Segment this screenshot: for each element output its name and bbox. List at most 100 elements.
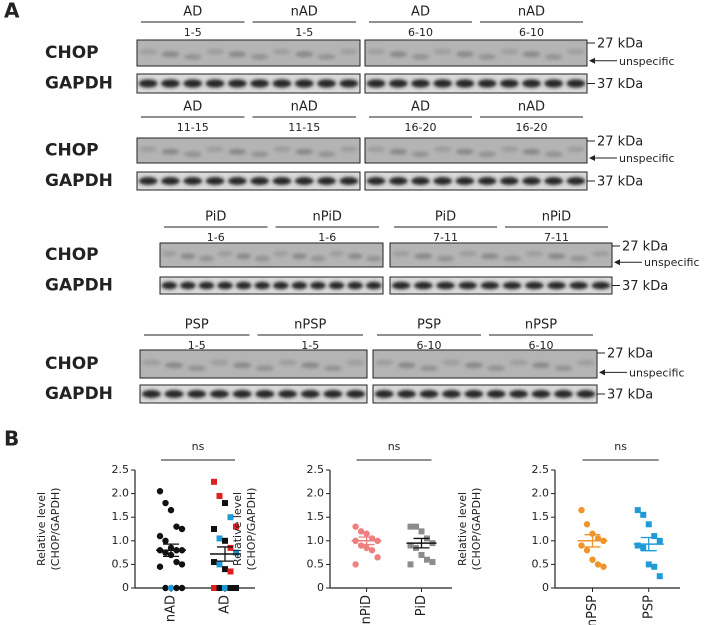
band xyxy=(180,281,196,290)
y-tick-label: 1.5 xyxy=(307,510,325,523)
band xyxy=(198,281,215,290)
band xyxy=(294,79,314,88)
band xyxy=(522,177,541,185)
group-label: AD xyxy=(411,5,430,20)
band xyxy=(500,146,519,153)
band xyxy=(228,148,247,155)
y-tick-label: 1.5 xyxy=(112,510,130,523)
data-point xyxy=(222,500,228,507)
marker-label: 27 kDa xyxy=(607,347,653,362)
band xyxy=(478,151,496,158)
band xyxy=(487,365,506,372)
band xyxy=(499,177,519,185)
band xyxy=(455,177,475,185)
data-point xyxy=(418,528,425,535)
band xyxy=(278,390,298,398)
band xyxy=(187,365,206,372)
band xyxy=(250,53,269,60)
band xyxy=(278,359,297,366)
band xyxy=(180,253,196,260)
x-tick-label: PiD xyxy=(414,595,429,616)
range-label: 11-15 xyxy=(288,121,320,134)
data-point xyxy=(357,542,365,549)
band xyxy=(481,253,499,260)
band xyxy=(217,250,233,257)
data-point xyxy=(211,559,217,566)
band xyxy=(367,48,385,55)
band xyxy=(576,359,595,366)
data-point xyxy=(173,558,180,566)
range-label: 7-11 xyxy=(433,231,458,244)
band xyxy=(524,281,544,290)
band xyxy=(210,359,229,366)
data-point xyxy=(233,523,239,530)
arrow-head xyxy=(589,155,595,161)
band xyxy=(509,359,528,366)
row-label: GAPDH xyxy=(45,384,113,404)
band xyxy=(273,48,291,55)
y-tick-label: 1.0 xyxy=(532,534,550,547)
data-point xyxy=(167,584,175,592)
y-axis-label: (CHOP/GAPDH) xyxy=(49,488,62,571)
range-label: 16-20 xyxy=(516,121,548,134)
band xyxy=(531,390,551,398)
band xyxy=(591,281,611,290)
band xyxy=(486,390,506,398)
band xyxy=(478,53,496,60)
data-point xyxy=(211,478,217,485)
band xyxy=(522,51,541,58)
sem-bar xyxy=(358,536,375,546)
band xyxy=(544,151,563,158)
data-point xyxy=(656,537,663,544)
data-point xyxy=(640,511,647,518)
y-tick-label: 1.5 xyxy=(532,510,550,523)
data-point xyxy=(222,537,228,544)
row-label: GAPDH xyxy=(45,276,113,296)
data-point xyxy=(413,523,419,530)
band xyxy=(414,253,433,260)
arrow-head xyxy=(614,259,620,266)
band xyxy=(576,390,596,398)
group-label: AD xyxy=(183,5,202,20)
band xyxy=(323,390,343,398)
data-point xyxy=(651,563,658,570)
y-axis-label: Relative level xyxy=(231,492,244,566)
data-point xyxy=(407,542,414,549)
data-point xyxy=(233,549,239,556)
y-tick-label: 1.0 xyxy=(112,534,130,547)
band xyxy=(553,390,573,398)
data-point xyxy=(578,542,585,549)
band xyxy=(569,255,588,262)
marker-label: 37 kDa xyxy=(622,279,668,294)
band xyxy=(397,390,417,398)
data-point xyxy=(418,551,425,558)
y-axis-label: Relative level xyxy=(35,492,48,566)
band xyxy=(441,390,461,398)
group-label: nAD xyxy=(291,5,318,20)
band xyxy=(291,281,308,290)
band xyxy=(525,250,544,257)
arrow-head xyxy=(599,369,605,376)
data-point xyxy=(357,528,365,535)
x-tick-label: AD xyxy=(218,595,233,614)
group-label: nAD xyxy=(291,100,318,115)
band xyxy=(566,79,586,88)
data-point xyxy=(178,584,186,592)
band xyxy=(567,48,585,55)
range-label: 6-10 xyxy=(417,339,442,352)
band xyxy=(161,51,180,58)
band xyxy=(592,250,610,257)
data-point xyxy=(583,521,591,528)
band xyxy=(347,253,363,260)
band xyxy=(291,253,307,260)
y-tick-label: 2.0 xyxy=(112,487,130,500)
data-point xyxy=(368,547,376,554)
band xyxy=(310,255,326,262)
band xyxy=(346,390,366,398)
band xyxy=(366,177,386,185)
band xyxy=(295,148,314,155)
band xyxy=(419,390,439,398)
annotation: ns xyxy=(192,440,205,453)
band xyxy=(503,255,521,262)
band xyxy=(566,177,586,185)
